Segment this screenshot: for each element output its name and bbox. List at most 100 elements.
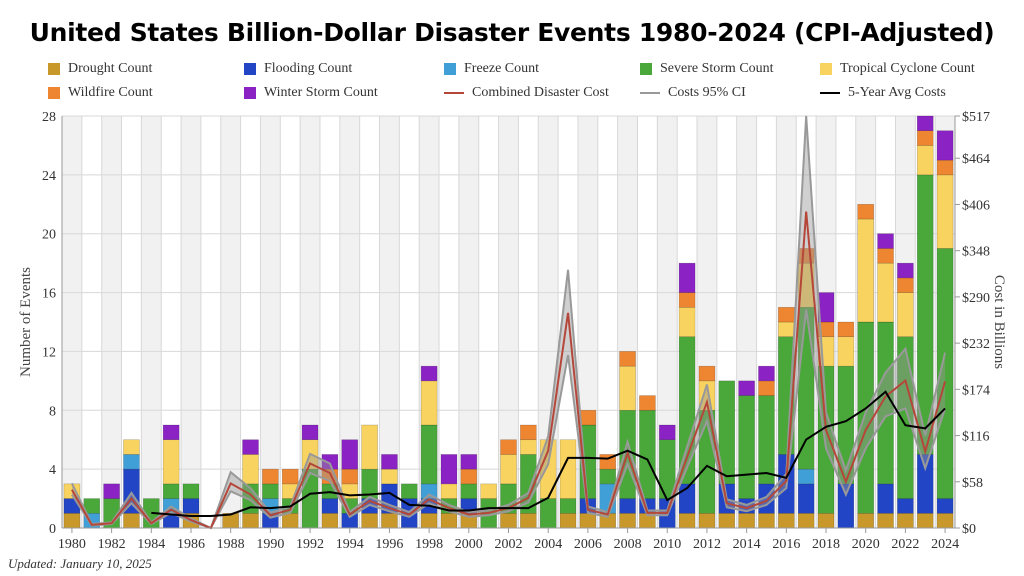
bar-segment-tropical-cyclone-count [361,424,378,470]
bar-segment-severe-storm-count [162,483,180,499]
legend-item-wildfire[interactable]: Wildfire Count [48,84,244,102]
y2-tick-label: $232 [962,337,990,352]
bar-segment-winter-storm-count [678,262,696,293]
legend-item-drought[interactable]: Drought Count [48,60,244,78]
bar-segment-tropical-cyclone-count [877,262,894,323]
bar-segment-severe-storm-count [400,483,418,499]
bar-segment-drought-count [758,512,775,529]
column-shade [458,116,479,528]
bar-segment-drought-count [440,512,458,529]
x-tick-label: 2010 [653,537,681,552]
legend-swatch [244,87,256,99]
bar-segment-winter-storm-count [936,130,954,161]
y-tick-label: 28 [42,110,56,125]
bar-segment-wildfire-count [678,292,696,308]
bar-segment-severe-storm-count [262,483,279,499]
legend-label: Combined Disaster Cost [472,85,609,100]
bar-segment-flooding-count [797,483,815,514]
x-tick-label: 1992 [296,537,324,552]
y-tick-label: 12 [42,345,56,360]
bar-segment-drought-count [718,512,736,529]
column-shade [62,116,82,528]
bar-segment-wildfire-count [262,468,279,485]
x-tick-label: 2022 [891,537,919,552]
x-tick-label: 1986 [177,537,205,552]
bar-segment-severe-storm-count [539,498,557,529]
bar-segment-severe-storm-count [599,468,617,485]
bar-segment-wildfire-count [758,380,775,396]
bar-segment-drought-count [738,512,755,529]
column-shade [538,116,559,528]
legend-item-freeze[interactable]: Freeze Count [444,60,640,78]
bar-segment-tropical-cyclone-count [440,483,458,499]
legend-item-combined-cost[interactable]: Combined Disaster Cost [444,84,640,102]
bar-segment-freeze-count [797,468,815,485]
y2-tick-label: $174 [962,383,990,398]
bar-segment-flooding-count [182,498,200,514]
y-tick-label: 8 [49,404,56,419]
bar-segment-drought-count [420,512,438,529]
y-tick-label: 16 [42,287,56,302]
bar-segment-wildfire-count [281,468,299,485]
legend-label: Flooding Count [264,61,353,76]
bar-segment-tropical-cyclone-count [916,145,934,176]
legend-label: Winter Storm Count [264,85,378,100]
bar-segment-tropical-cyclone-count [162,439,180,485]
bar-segment-tropical-cyclone-count [897,292,914,338]
bar-segment-wildfire-count [639,395,656,411]
bar-segment-wildfire-count [778,306,795,323]
y2-tick-label: $0 [962,522,976,537]
bar-segment-wildfire-count [619,351,636,367]
y2-tick-label: $464 [962,152,990,167]
bar-segment-flooding-count [619,498,636,514]
x-tick-label: 1984 [137,537,165,552]
column-shade [379,116,400,528]
legend-swatch [48,63,60,75]
bar-segment-severe-storm-count [758,395,775,485]
column-shade [339,116,360,528]
legend-swatch [244,63,256,75]
bar-segment-drought-count [797,512,815,529]
bar-segment-drought-count [897,512,914,529]
x-tick-label: 2020 [852,537,880,552]
bar-segment-winter-storm-count [103,483,120,499]
bar-segment-winter-storm-count [440,454,458,485]
bar-segment-tropical-cyclone-count [480,483,497,499]
bar-segment-drought-count [500,512,517,529]
bar-segment-wildfire-count [579,409,597,426]
x-tick-label: 1996 [375,537,403,552]
bar-segment-tropical-cyclone-count [520,439,537,455]
bar-segment-wildfire-count [837,321,855,338]
bar-segment-tropical-cyclone-count [420,380,438,426]
bar-segment-drought-count [321,512,339,529]
y-tick-label: 4 [49,463,56,478]
bar-segment-drought-count [361,512,378,529]
bar-segment-tropical-cyclone-count [559,439,577,499]
legend-item-5yr-avg[interactable]: 5-Year Avg Costs [820,84,1010,102]
bar-segment-winter-storm-count [877,233,894,249]
x-tick-label: 2016 [772,537,800,552]
y2-tick-label: $348 [962,245,990,260]
column-shade [101,116,122,528]
legend-swatch [820,63,832,75]
bar-segment-drought-count [559,512,577,529]
x-tick-label: 1990 [256,537,284,552]
bar-segment-wildfire-count [500,439,517,455]
x-tick-label: 1994 [336,537,364,552]
bar-segment-tropical-cyclone-count [778,321,795,338]
bar-segment-drought-count [281,512,299,529]
bar-segment-drought-count [778,512,795,529]
legend-swatch [48,87,60,99]
legend-item-flooding[interactable]: Flooding Count [244,60,444,78]
legend-label: Tropical Cyclone Count [840,61,975,76]
bar-segment-severe-storm-count [460,483,478,499]
x-tick-label: 2000 [455,537,483,552]
legend-item-tropical-cyclone[interactable]: Tropical Cyclone Count [820,60,1010,78]
x-tick-label: 2018 [812,537,840,552]
y-tick-label: 24 [42,169,56,184]
legend-item-ci[interactable]: Costs 95% CI [640,84,820,102]
legend-item-severe-storm[interactable]: Severe Storm Count [640,60,820,78]
legend-item-winter-storm[interactable]: Winter Storm Count [244,84,444,102]
legend-label: Severe Storm Count [660,61,774,76]
bar-segment-winter-storm-count [897,262,914,279]
